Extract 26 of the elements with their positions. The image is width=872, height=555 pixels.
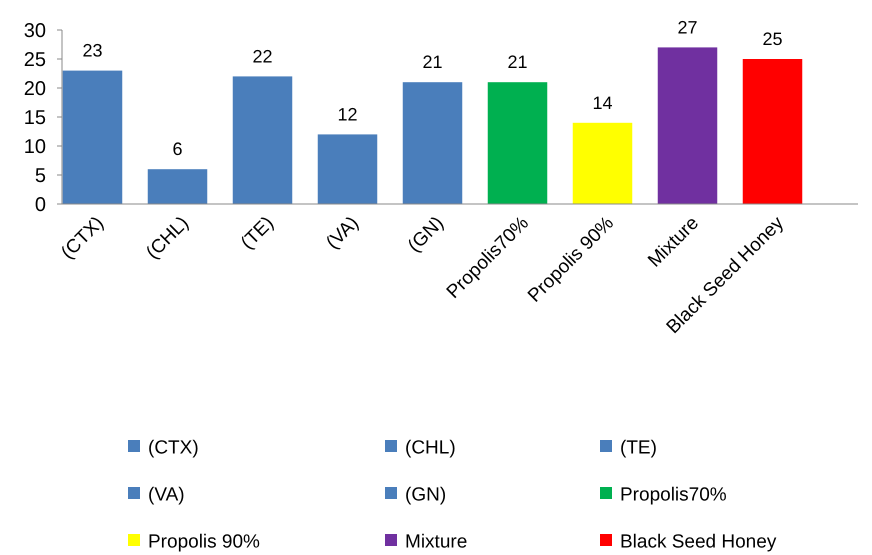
legend-label: Black Seed Honey — [620, 532, 777, 553]
data-label: 27 — [677, 17, 698, 38]
data-label: 6 — [172, 139, 183, 160]
legend-label: Mixture — [405, 532, 468, 553]
legend-label: (GN) — [405, 484, 446, 506]
data-label: 23 — [82, 40, 103, 61]
y-tick-label: 5 — [34, 165, 46, 187]
data-label: 21 — [422, 52, 443, 72]
legend-label: (CHL) — [405, 438, 456, 459]
data-label: 22 — [252, 46, 273, 66]
legend-label: (CTX) — [148, 438, 199, 459]
data-label: 21 — [507, 52, 528, 72]
y-tick-label: 20 — [24, 78, 46, 100]
x-tick-label: (VA) — [322, 212, 364, 254]
y-tick-label: 0 — [34, 194, 46, 216]
data-label: 12 — [337, 104, 358, 124]
y-tick-label: 30 — [24, 20, 46, 42]
y-tick-label: 10 — [24, 136, 46, 158]
data-label: 25 — [762, 29, 783, 49]
legend-label: (VA) — [148, 484, 185, 506]
y-tick-label: 25 — [24, 49, 46, 71]
y-tick-label: 15 — [24, 107, 46, 129]
legend-label: (TE) — [620, 438, 657, 459]
legend-label: Propolis 90% — [148, 532, 260, 553]
data-label: 14 — [592, 92, 613, 113]
legend-label: Propolis70% — [620, 484, 727, 506]
